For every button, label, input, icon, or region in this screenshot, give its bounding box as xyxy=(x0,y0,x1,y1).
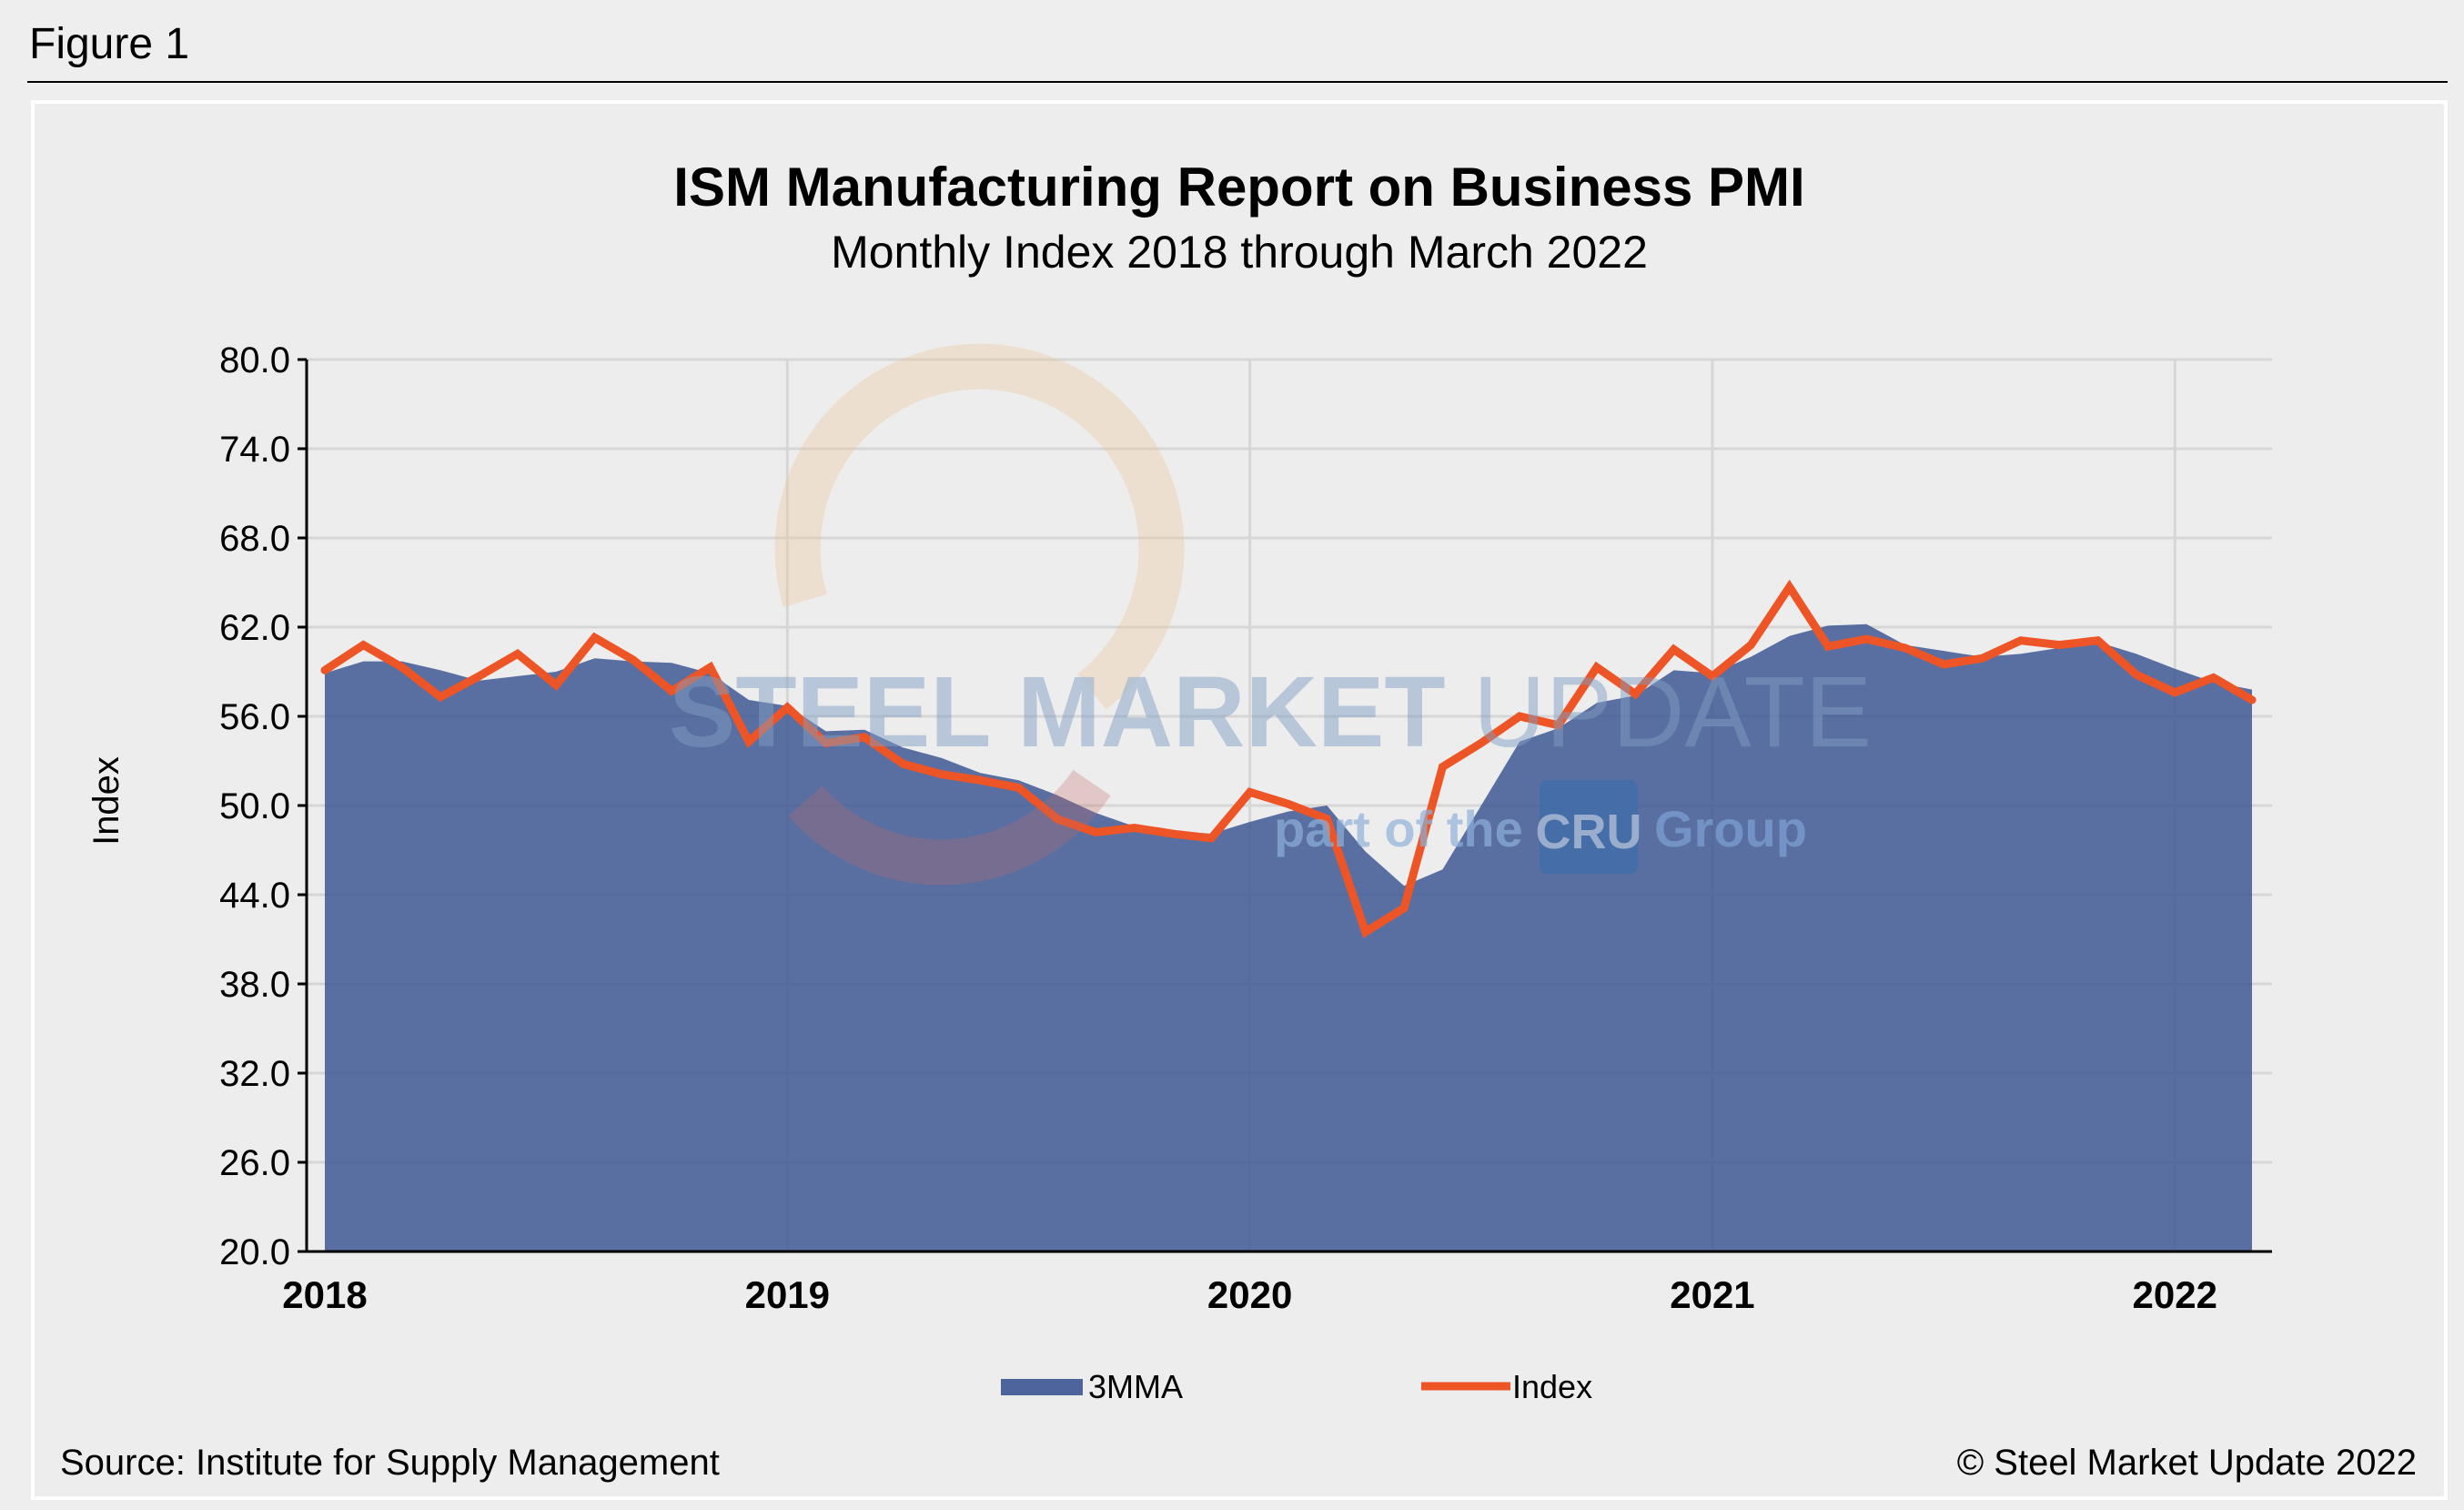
y-axis-label: Index xyxy=(86,756,126,846)
watermark-subtext: part of the xyxy=(1274,800,1523,857)
series-layer xyxy=(320,579,2257,1252)
legend-swatch-3mma xyxy=(1001,1379,1083,1395)
axes: 20.0 26.0 32.0 38.0 44.0 50.0 56.0 62.0 68.0 74.0… xyxy=(219,340,2272,1316)
x-tick-label: 2018 xyxy=(282,1273,367,1316)
source-note: Source: Institute for Supply Management xyxy=(60,1443,720,1483)
watermark-group: Group xyxy=(1654,800,1807,857)
y-tick-label: 20.0 xyxy=(219,1232,290,1272)
y-tick-label: 68.0 xyxy=(219,519,290,559)
y-tick-label: 38.0 xyxy=(219,965,290,1005)
x-tick-label: 2021 xyxy=(1670,1273,1754,1316)
y-tick-label: 56.0 xyxy=(219,697,290,737)
watermark-logo: STEEL MARKET UPDATE part of the CRU Grou… xyxy=(669,343,1872,886)
y-tick-label: 62.0 xyxy=(219,608,290,648)
legend-label-index: Index xyxy=(1512,1368,1592,1405)
legend: 3MMA Index xyxy=(1001,1368,1592,1405)
y-tick-label: 44.0 xyxy=(219,876,290,916)
y-tick-label: 32.0 xyxy=(219,1054,290,1094)
watermark-cru: CRU xyxy=(1536,805,1642,859)
watermark-text: STEEL MARKET UPDATE xyxy=(669,656,1872,768)
area-3mma xyxy=(325,623,2252,1252)
watermark-arc-icon xyxy=(774,343,1185,710)
figure-label: Figure 1 xyxy=(29,20,189,68)
chart-subtitle: Monthly Index 2018 through March 2022 xyxy=(831,227,1648,278)
y-tick-label: 74.0 xyxy=(219,430,290,470)
y-tick-label: 50.0 xyxy=(219,786,290,826)
y-tick-label: 26.0 xyxy=(219,1143,290,1183)
legend-label-3mma: 3MMA xyxy=(1088,1368,1183,1405)
chart-title: ISM Manufacturing Report on Business PMI xyxy=(673,157,1804,218)
x-tick-label: 2022 xyxy=(2133,1273,2217,1316)
watermark-cru-box xyxy=(1540,780,1638,874)
copyright-note: © Steel Market Update 2022 xyxy=(1957,1443,2417,1483)
x-tick-label: 2020 xyxy=(1207,1273,1292,1316)
x-tick-label: 2019 xyxy=(745,1273,830,1316)
watermark-arc-lower-icon xyxy=(788,769,1111,886)
y-tick-label: 80.0 xyxy=(219,340,290,380)
